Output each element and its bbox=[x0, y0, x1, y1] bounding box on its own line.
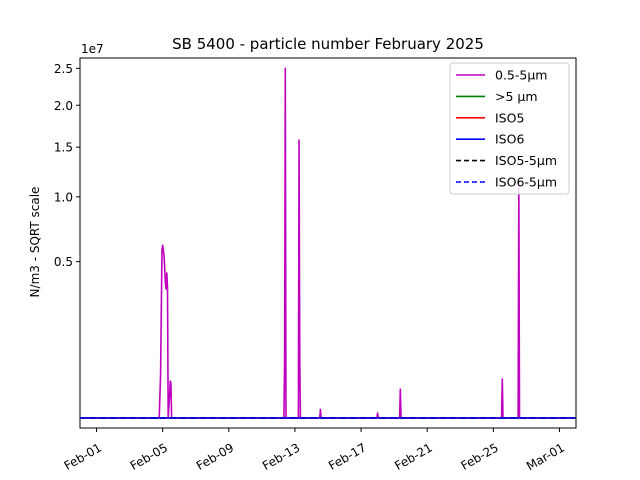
y-tick-label: 2.0 bbox=[54, 99, 73, 113]
legend-label: 0.5-5µm bbox=[495, 68, 547, 83]
plot-frame bbox=[79, 57, 577, 429]
legend-label: ISO5 bbox=[495, 110, 524, 125]
legend-label: ISO5-5µm bbox=[495, 153, 557, 168]
series-layer bbox=[80, 67, 576, 419]
y-tick-label: 1.5 bbox=[54, 141, 73, 155]
legend-label: >5 µm bbox=[495, 89, 538, 104]
y-axis-ticks: 0.5 1.0 1.5 2.0 2.5 bbox=[54, 62, 80, 269]
y-tick-label: 2.5 bbox=[54, 62, 73, 76]
y-tick-label: 0.5 bbox=[54, 255, 73, 269]
chart-title: SB 5400 - particle number February 2025 bbox=[172, 35, 484, 53]
legend: 0.5-5µm >5 µm ISO5 ISO6 ISO5-5µm ISO6-5µm bbox=[449, 62, 570, 195]
legend-label: ISO6 bbox=[495, 132, 524, 147]
legend-label: ISO6-5µm bbox=[495, 175, 557, 190]
y-tick-label: 1.0 bbox=[54, 190, 73, 204]
y-axis-label: N/m3 - SQRT scale bbox=[28, 187, 42, 298]
y-axis-offset-label: 1e7 bbox=[81, 42, 104, 56]
